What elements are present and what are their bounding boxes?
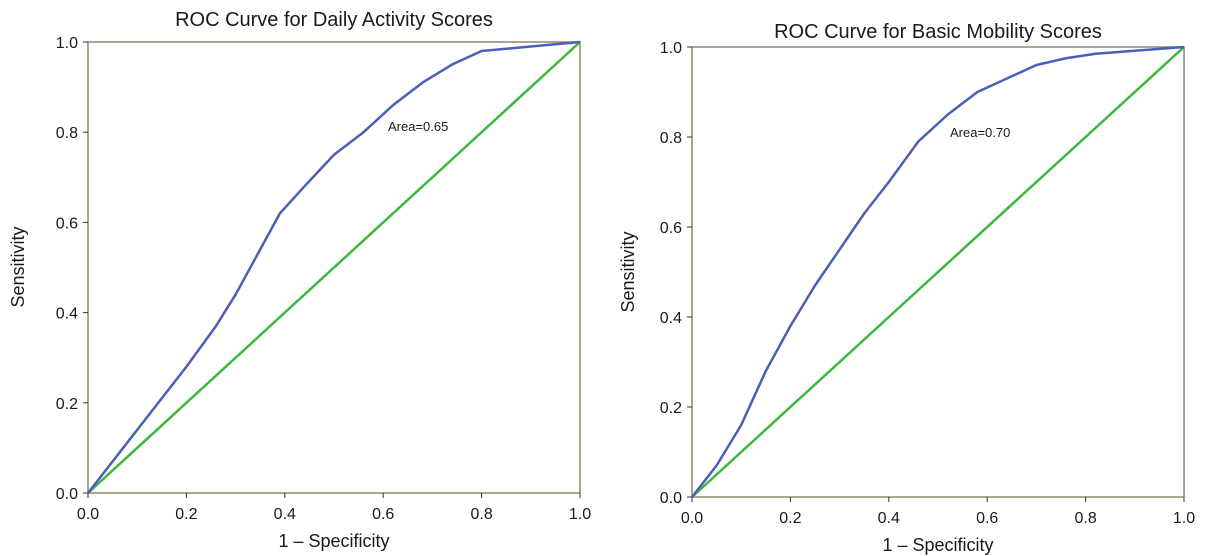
x-axis-label: 1 – Specificity <box>278 531 389 551</box>
x-tick-label: 0.2 <box>175 506 197 523</box>
x-tick-label: 0.6 <box>372 506 394 523</box>
plot-frame <box>691 46 1185 498</box>
reference-diagonal-line <box>87 41 581 494</box>
y-tick-label: 0.4 <box>660 310 682 327</box>
y-tick-label: 0.6 <box>660 220 682 237</box>
x-tick-label: 1.0 <box>1173 510 1195 527</box>
x-tick-label: 1.0 <box>569 506 591 523</box>
x-tick-label: 0.4 <box>878 510 900 527</box>
x-tick-label: 0.8 <box>470 506 492 523</box>
chart-daily-activity: ROC Curve for Daily Activity Scores 1 – … <box>8 9 591 551</box>
x-tick-label: 0.6 <box>976 510 998 527</box>
y-tick-label: 1.0 <box>660 40 682 57</box>
y-tick-label: 0.8 <box>660 130 682 147</box>
x-tick-label: 0.2 <box>779 510 801 527</box>
plot-frame <box>87 41 581 494</box>
y-tick-label: 0.2 <box>660 400 682 417</box>
axis-ticks: 0.0 0.2 0.4 0.6 0.8 1.0 0.0 0.2 0.4 0.6 0.8 1.0 <box>56 35 591 523</box>
y-axis-label: Sensitivity <box>618 231 638 312</box>
x-tick-label: 0.0 <box>77 506 99 523</box>
y-tick-label: 0.0 <box>660 490 682 507</box>
x-axis-label: 1 – Specificity <box>882 535 993 555</box>
reference-diagonal-line <box>691 46 1185 498</box>
axis-ticks: 0.0 0.2 0.4 0.6 0.8 1.0 0.0 0.2 0.4 0.6 0.8 1.0 <box>660 40 1195 527</box>
series-lines <box>87 40 581 494</box>
chart-basic-mobility: ROC Curve for Basic Mobility Scores 1 – … <box>618 21 1195 555</box>
roc-curve-line <box>691 45 1185 498</box>
series-lines <box>691 45 1185 498</box>
y-tick-label: 0.8 <box>56 125 78 142</box>
y-tick-label: 0.6 <box>56 215 78 232</box>
chart-title: ROC Curve for Daily Activity Scores <box>175 9 493 31</box>
auc-annotation: Area=0.65 <box>388 119 448 134</box>
y-tick-label: 0.2 <box>56 396 78 413</box>
y-axis-label: Sensitivity <box>8 226 28 307</box>
x-tick-label: 0.0 <box>681 510 703 527</box>
chart-title: ROC Curve for Basic Mobility Scores <box>774 21 1102 43</box>
y-tick-label: 0.0 <box>56 486 78 503</box>
roc-curve-line <box>87 40 581 494</box>
x-tick-label: 0.8 <box>1074 510 1096 527</box>
auc-annotation: Area=0.70 <box>950 125 1010 140</box>
y-tick-label: 1.0 <box>56 35 78 52</box>
y-tick-label: 0.4 <box>56 306 78 323</box>
x-tick-label: 0.4 <box>274 506 296 523</box>
